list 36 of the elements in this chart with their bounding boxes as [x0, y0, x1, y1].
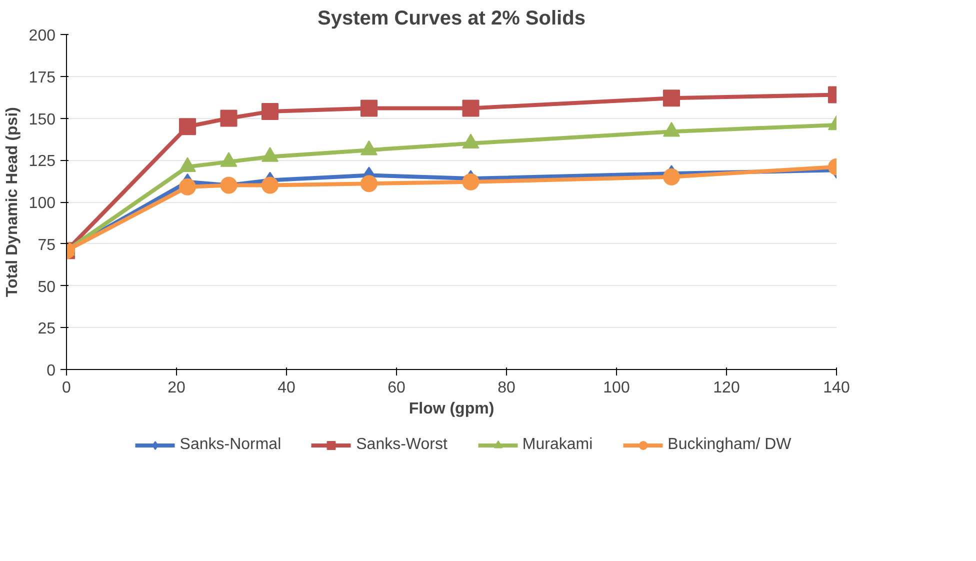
y-tick-label: 150: [28, 111, 56, 128]
x-tick-label: 100: [603, 380, 630, 396]
y-tick-label: 75: [38, 236, 56, 254]
legend-label: Sanks-Normal: [180, 436, 282, 454]
point: [262, 103, 278, 120]
legend-label: Buckingham/ DW: [668, 436, 792, 454]
x-tick-label: 0: [62, 380, 72, 396]
point: [220, 110, 238, 127]
point: [360, 100, 378, 117]
point: [462, 100, 480, 117]
x-tick-label: 140: [823, 380, 850, 396]
y-tick-label: 25: [38, 320, 56, 338]
point: [360, 175, 378, 192]
x-tick-label: 80: [498, 380, 516, 396]
y-tick-label: 50: [38, 278, 56, 296]
y-axis-title: Total Dynamic Head (psi): [4, 107, 21, 297]
x-tick-label: 20: [168, 380, 186, 396]
point: [262, 176, 278, 194]
x-axis-title: Flow (gpm): [408, 400, 494, 418]
y-tick-label: 200: [28, 28, 56, 44]
legend-label: Sanks-Worst: [356, 436, 448, 454]
chart-title: System Curves at 2% Solids: [318, 8, 586, 30]
point: [663, 168, 680, 186]
x-tick-label: 40: [278, 380, 296, 396]
y-tick-label: 175: [28, 69, 56, 86]
legend-label: Murakami: [522, 436, 593, 454]
y-tick-label: 125: [28, 153, 56, 170]
y-tick-label: 0: [46, 362, 56, 380]
x-tick-label: 120: [713, 380, 740, 396]
y-tick-label: 100: [28, 195, 56, 212]
point: [663, 90, 680, 107]
x-tick-label: 60: [388, 380, 406, 396]
point: [179, 118, 196, 136]
point: [220, 176, 238, 194]
point: [179, 178, 196, 196]
point: [462, 173, 480, 190]
